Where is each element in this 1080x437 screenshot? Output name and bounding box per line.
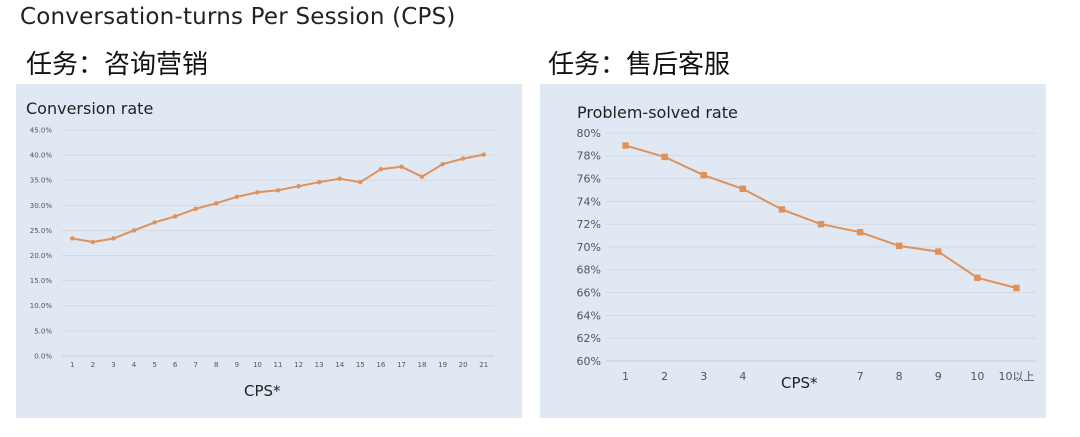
y-tick-label: 40.0% [30, 152, 53, 160]
data-point [739, 185, 747, 193]
x-tick-label: 7 [857, 370, 864, 383]
data-point [152, 220, 157, 225]
task-title-marketing: 任务：咨询营销 [26, 50, 209, 80]
x-axis-label-conversion: CPS* [244, 382, 281, 400]
x-tick-label: 19 [438, 361, 447, 369]
x-tick-label: 16 [376, 361, 385, 369]
data-point [817, 221, 825, 228]
chart-title-problem-solved-rate: Problem-solved rate [577, 103, 738, 122]
data-point [399, 164, 404, 169]
data-point [358, 180, 363, 185]
x-tick-label: 11 [274, 361, 283, 369]
x-tick-label: 7 [193, 361, 197, 369]
x-tick-label: 8 [896, 370, 903, 383]
data-point [70, 236, 75, 241]
data-point [172, 214, 178, 219]
data-point [419, 174, 425, 179]
x-tick-label: 10 [970, 370, 984, 383]
y-tick-label: 62% [577, 332, 601, 345]
data-point [131, 228, 137, 233]
y-tick-label: 0.0% [34, 352, 52, 360]
x-tick-label: 2 [661, 370, 668, 383]
x-tick-label: 15 [356, 361, 365, 369]
x-tick-label: 1 [70, 361, 74, 369]
data-point [481, 152, 486, 157]
data-point [895, 242, 903, 250]
data-point [700, 171, 707, 179]
series-line [625, 144, 1017, 289]
x-tick-label: 2 [91, 361, 95, 369]
x-tick-label: 9 [935, 370, 942, 383]
y-tick-label: 66% [577, 286, 601, 299]
x-tick-label: 20 [459, 361, 468, 369]
data-point [234, 194, 240, 199]
y-tick-label: 72% [577, 218, 601, 231]
x-tick-label: 8 [214, 361, 218, 369]
data-point [622, 142, 629, 149]
y-tick-label: 20.0% [30, 252, 53, 260]
x-axis-label-problem-solved: CPS* [781, 374, 818, 392]
y-tick-label: 74% [577, 195, 601, 208]
x-tick-label: 21 [479, 361, 488, 369]
x-tick-label: 3 [700, 370, 707, 383]
data-point [935, 248, 942, 255]
data-point [440, 161, 445, 167]
y-tick-label: 78% [577, 150, 601, 163]
x-tick-label: 14 [335, 361, 344, 369]
problem-solved-rate-chart-panel: Problem-solved rate 60% 62% 64% 66% 68% 70% 72… [540, 84, 1046, 418]
x-tick-label: 12 [294, 361, 303, 369]
x-tick-label: 9 [235, 361, 239, 369]
x-tick-label: 1 [622, 370, 629, 383]
conversion-rate-chart: 0.0% 5.0% 10.0% 15.0% 20.0% 25.0% 30.0% 35.0% 40… [30, 126, 494, 369]
x-tick-label: 18 [418, 361, 427, 369]
y-tick-label: 68% [577, 264, 601, 277]
data-point [193, 206, 198, 212]
data-point [111, 236, 116, 241]
y-tick-label: 64% [577, 309, 601, 322]
y-tick-label: 80% [577, 127, 601, 140]
y-tick-label: 25.0% [30, 227, 53, 235]
task-title-after-sales: 任务：售后客服 [548, 50, 731, 80]
problem-solved-rate-chart: 60% 62% 64% 66% 68% 70% 72% 74% 76% 78% 80% 1 2 3 4 7 8 9… [577, 127, 1036, 383]
page-title: Conversation-turns Per Session (CPS) [20, 4, 456, 30]
conversion-rate-chart-panel: Conversion rate 0.0% 5.0% 10.0% 15.0% 20.0% 2… [16, 84, 522, 418]
chart-title-conversion-rate: Conversion rate [26, 99, 154, 118]
y-tick-label: 15.0% [30, 277, 53, 285]
data-point [296, 184, 301, 189]
x-tick-label: 13 [315, 361, 324, 369]
data-point [214, 201, 219, 206]
x-tick-label: 10 [253, 361, 262, 369]
data-point [255, 190, 260, 195]
y-tick-label: 70% [577, 241, 601, 254]
data-point [378, 166, 384, 172]
y-tick-label: 30.0% [30, 202, 53, 210]
data-point [337, 176, 342, 181]
data-point [90, 239, 96, 245]
y-tick-label: 35.0% [30, 177, 53, 185]
x-tick-label: 10以上 [998, 370, 1034, 383]
data-point [316, 180, 322, 185]
y-tick-label: 76% [577, 172, 601, 185]
data-point [974, 274, 981, 281]
x-tick-label: 3 [111, 361, 115, 369]
x-tick-label: 4 [739, 370, 746, 383]
data-point [661, 153, 668, 161]
data-point [1013, 284, 1020, 292]
y-tick-label: 10.0% [30, 302, 53, 310]
x-tick-label: 5 [152, 361, 156, 369]
data-point [856, 228, 864, 236]
y-tick-label: 45.0% [30, 126, 53, 134]
data-point [778, 206, 786, 213]
x-tick-label: 6 [173, 361, 178, 369]
x-tick-label: 4 [132, 361, 137, 369]
y-tick-label: 60% [577, 355, 601, 368]
x-tick-label: 17 [397, 361, 406, 369]
data-point [460, 156, 466, 161]
data-point [275, 188, 281, 193]
y-tick-label: 5.0% [34, 327, 52, 335]
